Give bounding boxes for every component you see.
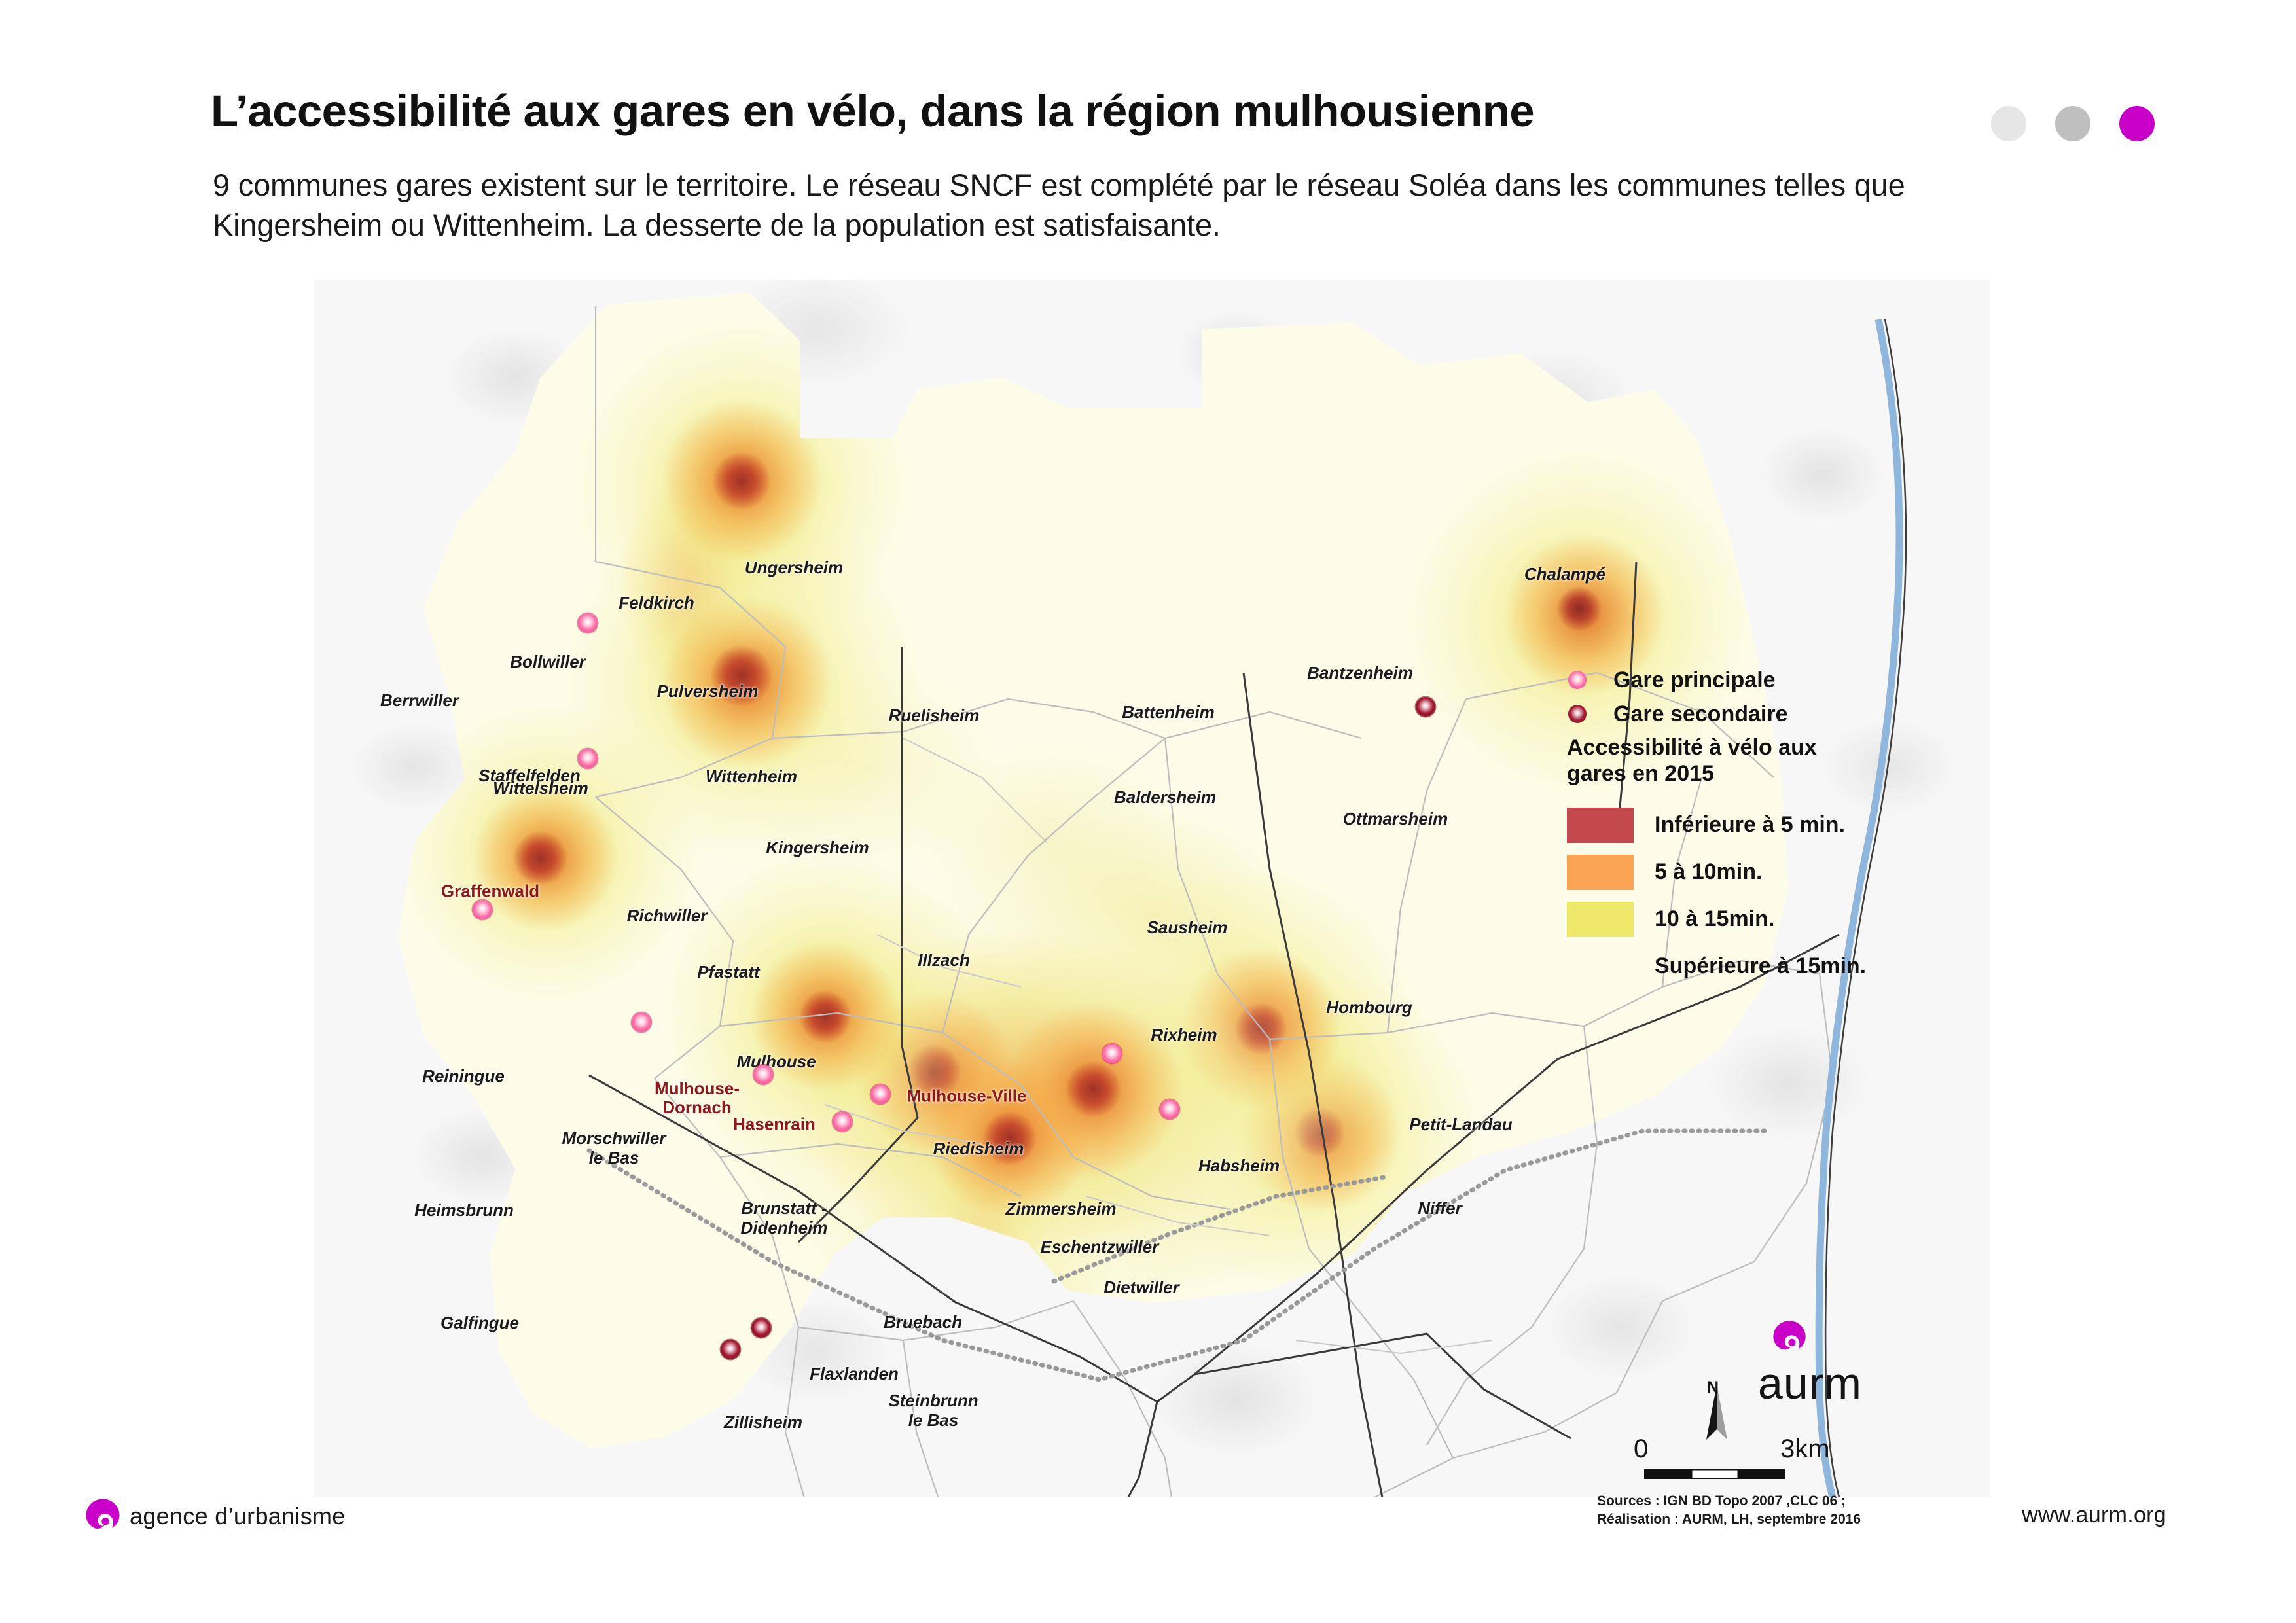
station-marker-secondaire[interactable]: [1416, 697, 1435, 717]
commune-label: Mulhouse: [736, 1052, 816, 1072]
commune-label: Wittelsheim: [493, 778, 588, 798]
station-marker-principale[interactable]: [753, 1065, 773, 1084]
station-marker-principale[interactable]: [1160, 1099, 1179, 1119]
legend-class-label: 10 à 15min.: [1655, 906, 1775, 932]
commune-label: Morschwiller le Bas: [562, 1128, 666, 1168]
commune-label: Dietwiller: [1103, 1277, 1179, 1298]
agency-name: agence d’urbanisme: [130, 1503, 346, 1529]
legend-color-swatch: [1567, 807, 1634, 843]
station-label: Mulhouse-Ville: [906, 1086, 1027, 1106]
legend-class-list: Inférieure à 5 min. 5 à 10min. 10 à 15min.…: [1567, 802, 1907, 990]
station-label: Graffenwald: [440, 881, 540, 901]
commune-label: Riedisheim: [933, 1139, 1024, 1159]
legend-class-row: 10 à 15min.: [1567, 896, 1907, 943]
scale-segment: [1738, 1469, 1785, 1479]
commune-label: Chalampé: [1524, 564, 1606, 584]
commune-label: Richwiller: [626, 906, 708, 926]
station-marker-principale[interactable]: [870, 1084, 890, 1104]
scale-segment: [1644, 1469, 1691, 1479]
commune-label: Steinbrunn le Bas: [888, 1391, 978, 1430]
north-letter: N: [1707, 1378, 1719, 1397]
commune-label: Illzach: [918, 950, 970, 971]
scale-segment: [1691, 1469, 1738, 1479]
commune-label: Bantzenheim: [1307, 663, 1413, 683]
commune-label: Ungersheim: [744, 558, 844, 578]
commune-label: Brunstatt - Didenheim: [740, 1198, 828, 1238]
dot-light-icon: [1991, 106, 2026, 141]
station-marker-principale[interactable]: [578, 749, 598, 768]
dot-grey-icon: [2055, 106, 2090, 141]
commune-label: Flaxlanden: [810, 1364, 899, 1384]
scale-bar: [1644, 1469, 1785, 1479]
legend-color-swatch: [1567, 901, 1634, 937]
legend-station-dot-icon: [1568, 705, 1587, 723]
legend-station-label: Gare principale: [1613, 667, 1776, 692]
commune-label: Hombourg: [1326, 997, 1412, 1018]
commune-label: Feldkirch: [619, 593, 694, 613]
legend-station-label: Gare secondaire: [1613, 701, 1788, 726]
agency-url[interactable]: www.aurm.org: [2022, 1503, 2166, 1527]
commune-label: Bollwiller: [510, 652, 586, 672]
scale-min-label: 0: [1634, 1435, 1649, 1463]
commune-label: Petit-Landau: [1409, 1115, 1513, 1135]
scale-max-label: 3km: [1780, 1435, 1830, 1463]
legend-color-swatch: [1567, 948, 1634, 984]
legend: Gare principale Gare secondaire Accessibi…: [1567, 663, 1907, 990]
commune-label: Galfingue: [440, 1313, 519, 1333]
legend-class-label: Inférieure à 5 min.: [1655, 812, 1845, 838]
commune-label: Habsheim: [1198, 1156, 1280, 1176]
commune-label: Wittenheim: [706, 766, 797, 787]
commune-label: Zimmersheim: [1005, 1199, 1117, 1219]
commune-label: Zillisheim: [724, 1412, 802, 1433]
legend-heading: Accessibilité à vélo aux gares en 2015: [1567, 735, 1817, 786]
header-dots: [1991, 106, 2155, 141]
legend-class-row: Inférieure à 5 min.: [1567, 802, 1907, 849]
station-marker-principale[interactable]: [578, 613, 598, 633]
commune-label: Pfastatt: [697, 962, 760, 982]
commune-label: Staffelfelden: [478, 766, 581, 786]
legend-station-row: Gare principale: [1567, 663, 1907, 697]
commune-label: Ruelisheim: [888, 705, 980, 726]
commune-label: Heimsbrunn: [414, 1200, 514, 1221]
legend-color-swatch: [1567, 854, 1634, 890]
agency-logo-icon: [86, 1499, 120, 1529]
dot-magenta-icon: [2119, 106, 2155, 141]
station-marker-secondaire[interactable]: [721, 1340, 740, 1359]
legend-class-label: 5 à 10min.: [1655, 859, 1763, 885]
commune-label: Sausheim: [1147, 918, 1228, 938]
map-canvas[interactable]: Ungersheim Feldkirch Bollwiller Berrwiller P…: [0, 280, 2296, 1497]
commune-label: Reiningue: [422, 1066, 505, 1086]
commune-label: Niffer: [1418, 1198, 1462, 1219]
legend-class-row: Supérieure à 15min.: [1567, 943, 1907, 990]
station-marker-principale[interactable]: [833, 1112, 852, 1132]
station-marker-secondaire[interactable]: [751, 1318, 771, 1338]
page-subtitle: 9 communes gares existent sur le territo…: [213, 168, 1905, 242]
station-marker-principale[interactable]: [632, 1012, 651, 1032]
header: L’accessibilité aux gares en vélo, dans …: [0, 0, 2296, 281]
commune-label: Berrwiller: [380, 690, 459, 711]
legend-class-label: Supérieure à 15min.: [1655, 954, 1867, 979]
legend-station-dot-icon: [1568, 671, 1587, 689]
legend-station-types: Gare principale Gare secondaire: [1567, 663, 1907, 731]
north-arrow-icon: [1706, 1385, 1727, 1440]
commune-label: Baldersheim: [1113, 787, 1217, 808]
commune-label: Pulversheim: [656, 681, 759, 702]
station-marker-principale[interactable]: [1102, 1044, 1122, 1063]
commune-label: Bruebach: [884, 1312, 962, 1332]
legend-station-row: Gare secondaire: [1567, 697, 1907, 731]
page-title: L’accessibilité aux gares en vélo, dans …: [211, 86, 1535, 136]
legend-class-row: 5 à 10min.: [1567, 849, 1907, 896]
commune-label: Eschentzwiller: [1040, 1237, 1159, 1257]
station-label: Hasenrain: [733, 1114, 816, 1134]
commune-label: Battenheim: [1122, 702, 1215, 722]
commune-label: Rixheim: [1151, 1025, 1217, 1045]
station-label: Mulhouse- Dornach: [655, 1078, 740, 1117]
aurm-logo-icon: [1773, 1321, 1806, 1350]
commune-label: Ottmarsheim: [1342, 809, 1448, 829]
commune-label: Kingersheim: [766, 838, 869, 858]
station-marker-principale[interactable]: [473, 900, 492, 919]
sources-note: Sources : IGN BD Topo 2007 ,CLC 06 ; Réa…: [1597, 1493, 1861, 1527]
aurm-wordmark: aurm: [1758, 1359, 1862, 1408]
